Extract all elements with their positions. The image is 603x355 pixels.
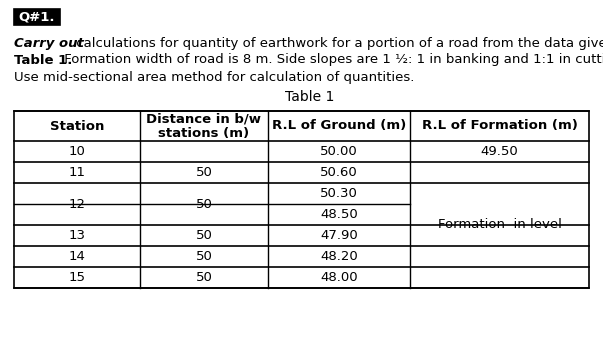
Text: 49.50: 49.50 <box>481 145 519 158</box>
Text: 48.50: 48.50 <box>320 208 358 221</box>
Text: 13: 13 <box>69 229 86 242</box>
Text: 48.20: 48.20 <box>320 250 358 263</box>
Text: Use mid-sectional area method for calculation of quantities.: Use mid-sectional area method for calcul… <box>14 71 414 83</box>
Text: 50: 50 <box>195 197 212 211</box>
Text: Formation  in level: Formation in level <box>438 218 561 231</box>
Text: Station: Station <box>50 120 104 132</box>
Text: 50: 50 <box>195 166 212 179</box>
Bar <box>14 9 60 25</box>
Text: 12: 12 <box>69 197 86 211</box>
Text: R.L of Formation (m): R.L of Formation (m) <box>421 120 578 132</box>
Text: 48.00: 48.00 <box>320 271 358 284</box>
Text: 11: 11 <box>69 166 86 179</box>
Text: calculations for quantity of earthwork for a portion of a road from the data giv: calculations for quantity of earthwork f… <box>72 37 603 49</box>
Text: Distance in b/w
stations (m): Distance in b/w stations (m) <box>147 112 262 140</box>
Text: 50.30: 50.30 <box>320 187 358 200</box>
Text: 10: 10 <box>69 145 86 158</box>
Text: Formation width of road is 8 m. Side slopes are 1 ½: 1 in banking and 1:1 in cut: Formation width of road is 8 m. Side slo… <box>60 54 603 66</box>
Text: 47.90: 47.90 <box>320 229 358 242</box>
Text: 50: 50 <box>195 229 212 242</box>
Text: 50: 50 <box>195 250 212 263</box>
Bar <box>14 111 589 288</box>
Text: 50: 50 <box>195 271 212 284</box>
Text: R.L of Ground (m): R.L of Ground (m) <box>272 120 406 132</box>
Text: Q#1.: Q#1. <box>19 11 55 23</box>
Text: 14: 14 <box>69 250 86 263</box>
Text: Table 1: Table 1 <box>285 90 335 104</box>
Text: Table 1.: Table 1. <box>14 54 72 66</box>
Text: 15: 15 <box>69 271 86 284</box>
Text: 50.00: 50.00 <box>320 145 358 158</box>
Text: 50.60: 50.60 <box>320 166 358 179</box>
Text: Carry out: Carry out <box>14 37 84 49</box>
